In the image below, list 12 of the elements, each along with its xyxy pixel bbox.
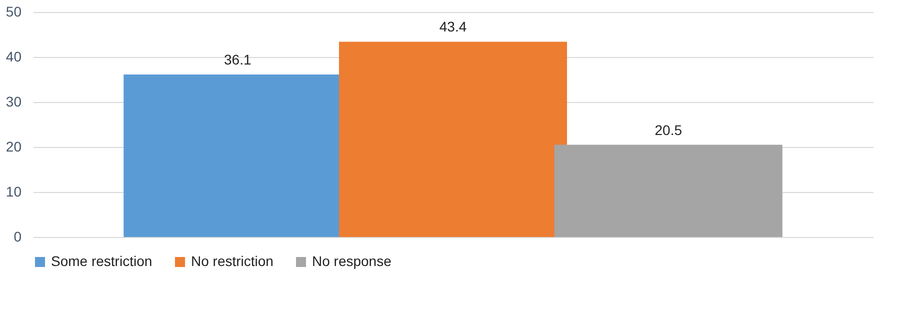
legend-label: No restriction bbox=[191, 253, 274, 269]
y-tick-label: 20 bbox=[6, 138, 22, 154]
legend-label: No response bbox=[312, 253, 392, 269]
data-label: 20.5 bbox=[654, 122, 682, 138]
y-tick-label: 40 bbox=[6, 48, 22, 64]
y-tick-label: 30 bbox=[6, 94, 22, 110]
legend-label: Some restriction bbox=[51, 253, 152, 269]
data-label: 43.4 bbox=[439, 18, 467, 35]
y-tick-label: 50 bbox=[6, 4, 22, 20]
data-label: 36.1 bbox=[224, 52, 252, 68]
y-tick-label: 0 bbox=[14, 228, 22, 244]
y-tick-label: 10 bbox=[6, 184, 22, 200]
